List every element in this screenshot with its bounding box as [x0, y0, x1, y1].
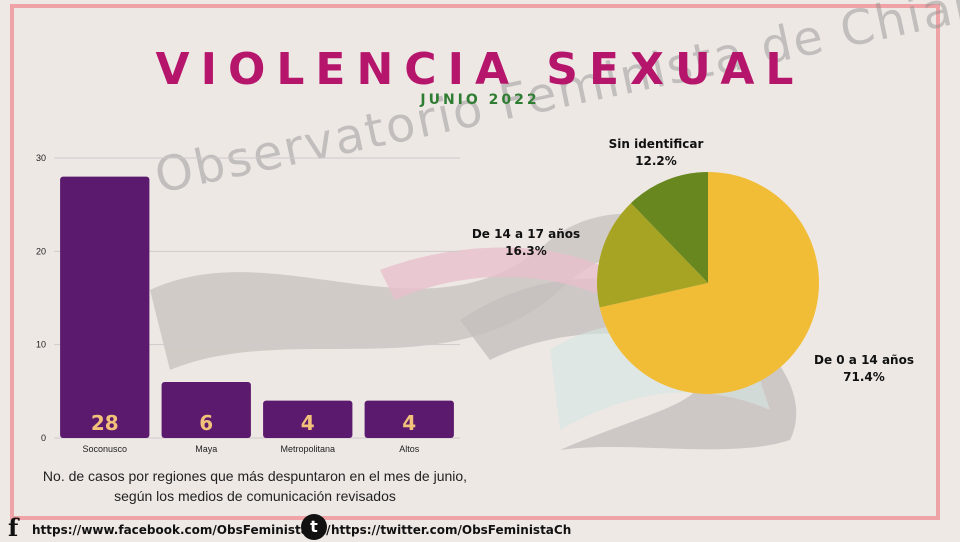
- pie-label-sin-identificar: Sin identificar 12.2%: [596, 136, 716, 170]
- bar-chart: 0 10 20 30 28 Soconusco 6 Maya 4 Metropolitana 4 Al…: [36, 153, 460, 454]
- pie-slice-percent: 71.4%: [843, 370, 885, 384]
- x-category-label: Altos: [399, 444, 420, 454]
- y-tick-label: 10: [36, 340, 46, 350]
- pie-slice-name: De 14 a 17 años: [471, 227, 581, 241]
- pie-slice-1: [597, 203, 708, 308]
- pie-chart: [597, 172, 819, 394]
- x-category-label: Soconusco: [82, 444, 127, 454]
- twitter-link[interactable]: https://twitter.com/ObsFeministaCh: [331, 523, 572, 537]
- facebook-link[interactable]: https://www.facebook.com/ObsFeministaCh/: [32, 523, 331, 537]
- x-category-label: Maya: [195, 444, 217, 454]
- caption-line-2: según los medios de comunicación revisad…: [114, 488, 396, 504]
- bar-soconusco: [60, 176, 150, 438]
- bar-chart-caption: No. de casos por regiones que más despun…: [40, 466, 470, 506]
- pie-slice-0: [599, 172, 819, 394]
- page-title: VIOLENCIA SEXUAL: [155, 44, 805, 95]
- caption-line-1: No. de casos por regiones que más despun…: [42, 468, 468, 484]
- pie-slice-percent: 16.3%: [505, 244, 547, 258]
- x-category-label: Metropolitana: [280, 444, 335, 454]
- bar-data-label: 4: [402, 411, 416, 435]
- twitter-icon[interactable]: t: [301, 514, 327, 540]
- facebook-icon[interactable]: f: [8, 513, 19, 542]
- pie-label-14-17: De 14 a 17 años 16.3%: [464, 226, 588, 260]
- pie-slice-percent: 12.2%: [635, 154, 677, 168]
- bar-data-label: 28: [91, 411, 119, 435]
- pie-slice-name: De 0 a 14 años: [814, 353, 914, 367]
- pie-slice-name: Sin identificar: [608, 137, 704, 151]
- bar-metropolitana: [263, 400, 353, 438]
- y-tick-label: 30: [36, 153, 46, 163]
- bar-data-label: 6: [199, 411, 213, 435]
- y-tick-label: 0: [41, 433, 46, 443]
- y-tick-label: 20: [36, 246, 46, 256]
- pie-label-0-14: De 0 a 14 años 71.4%: [806, 352, 922, 386]
- pie-slice-2: [630, 172, 708, 283]
- bar-data-label: 4: [301, 411, 315, 435]
- page-subtitle: JUNIO 2022: [420, 92, 540, 108]
- bar-maya: [161, 382, 251, 438]
- bar-altos: [364, 400, 454, 438]
